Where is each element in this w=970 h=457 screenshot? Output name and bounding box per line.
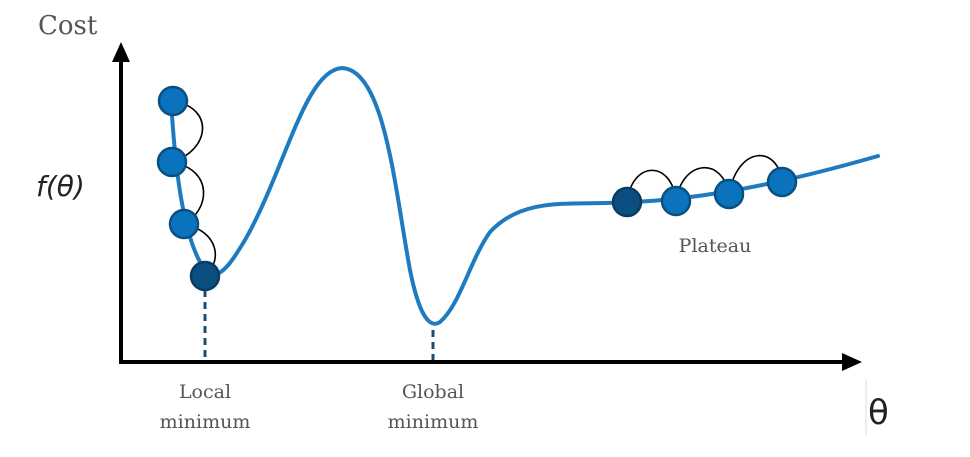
plateau-start-point (611, 186, 643, 218)
descent-step-point (157, 85, 189, 117)
descent-step-point (156, 146, 188, 178)
axes (112, 42, 862, 371)
global-minimum-label-line1: Global (402, 381, 464, 403)
local-minimum-point (189, 260, 221, 292)
plateau-step-point (660, 185, 692, 217)
plateau-points (611, 166, 798, 218)
plateau-step-point (766, 166, 798, 198)
global-minimum-label-line2: minimum (388, 411, 479, 433)
cost-curve (169, 65, 880, 326)
x-axis-label: θ (868, 393, 889, 433)
x-axis-arrowhead (842, 353, 862, 371)
y-function-label: f(θ) (36, 170, 85, 203)
descent-step-point (168, 208, 200, 240)
y-axis-arrowhead (112, 42, 130, 62)
y-axis-label: Cost (38, 11, 98, 41)
plateau-label: Plateau (679, 235, 752, 257)
local-minimum-label-line1: Local (179, 381, 231, 403)
descent-points (156, 85, 221, 292)
local-minimum-label-line2: minimum (160, 411, 251, 433)
plateau-step-point (713, 178, 745, 210)
